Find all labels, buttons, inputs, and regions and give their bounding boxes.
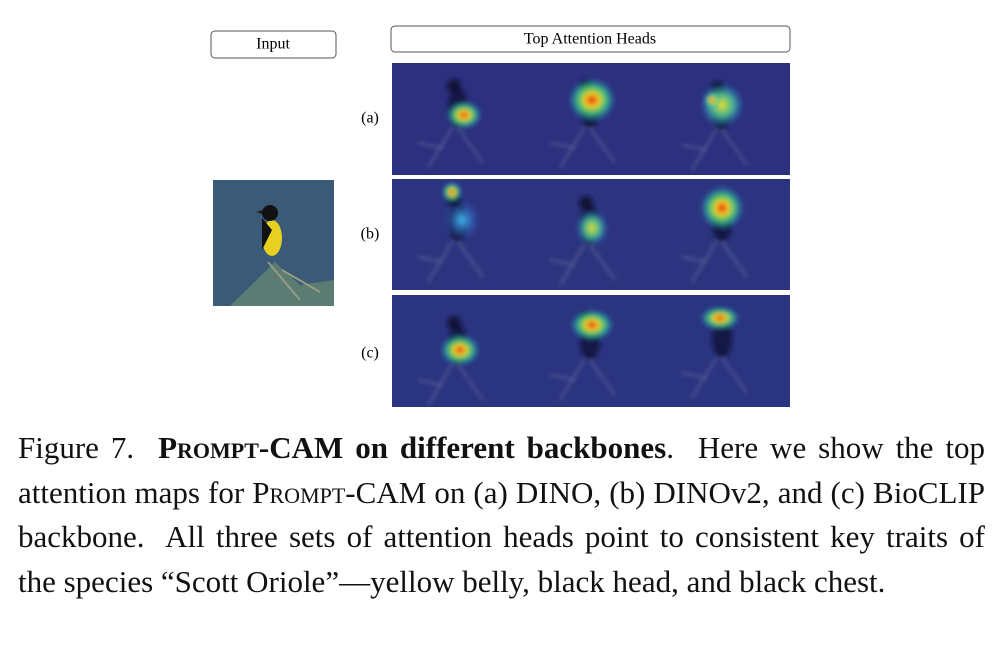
- row-label: (b): [361, 226, 380, 243]
- row-label: (c): [361, 345, 379, 362]
- heads-label-box: [390, 25, 791, 53]
- input-image: [213, 180, 334, 306]
- input-label: Input: [256, 36, 290, 53]
- caption-text: on (a) DINO, (b) DINOv2, and (c) BioCLIP…: [18, 474, 993, 599]
- input-label-box: [210, 30, 337, 59]
- attention-maps: [392, 63, 790, 407]
- title-text: on different backbones: [343, 430, 667, 465]
- caption-title: Prompt-CAM on different backbones: [158, 430, 666, 465]
- figure-caption: Figure 7. Prompt-CAM on different backbo…: [18, 426, 985, 604]
- caption-text: . Here we show the top attention maps fo…: [18, 430, 993, 510]
- row-label: (a): [361, 110, 379, 127]
- figure-label: Figure 7.: [18, 430, 135, 465]
- figure: Input Top Attention Heads (a) (b) (c): [210, 25, 791, 407]
- heads-label: Top Attention Heads: [524, 31, 656, 48]
- method-name: Prompt-CAM: [252, 474, 427, 510]
- method-name: Prompt-CAM: [158, 430, 344, 465]
